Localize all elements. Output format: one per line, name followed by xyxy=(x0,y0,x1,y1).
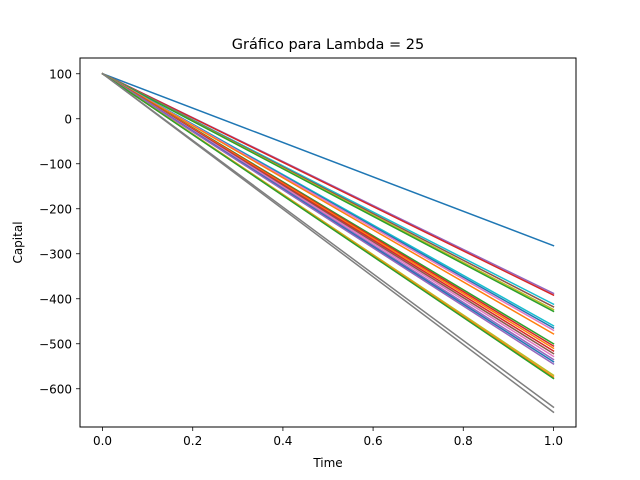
series-line-25 xyxy=(101,72,555,414)
series-line-1 xyxy=(101,72,555,247)
x-tick-label: 0.8 xyxy=(454,434,473,448)
series-line-7 xyxy=(101,72,555,313)
y-tick-label: 100 xyxy=(49,67,72,81)
y-tick-label: −300 xyxy=(39,247,72,261)
y-axis-ticks: 100 0 −100 −200 −300 −400 −500 −600 xyxy=(39,67,80,396)
y-tick-label: −100 xyxy=(39,157,72,171)
series-line-3 xyxy=(101,72,555,297)
plot-frame xyxy=(79,57,577,428)
x-tick-label: 0.0 xyxy=(93,434,112,448)
y-tick-label: −200 xyxy=(39,202,72,216)
series-line-11 xyxy=(101,72,555,335)
y-tick-label: 0 xyxy=(64,112,72,126)
x-axis-label: Time xyxy=(312,456,342,470)
y-tick-label: −500 xyxy=(39,337,72,351)
y-tick-label: −400 xyxy=(39,292,72,306)
series-layer xyxy=(101,72,555,414)
series-line-23 xyxy=(101,72,555,380)
y-axis-label: Capital xyxy=(11,221,25,263)
series-line-20 xyxy=(101,72,555,366)
x-tick-label: 0.2 xyxy=(183,434,202,448)
x-tick-label: 1.0 xyxy=(544,434,563,448)
chart-title: Gráfico para Lambda = 25 xyxy=(232,37,424,53)
x-tick-label: 0.6 xyxy=(364,434,383,448)
x-axis-ticks: 0.0 0.2 0.4 0.6 0.8 1.0 xyxy=(93,427,563,448)
x-tick-label: 0.4 xyxy=(273,434,292,448)
y-tick-label: −600 xyxy=(39,382,72,396)
